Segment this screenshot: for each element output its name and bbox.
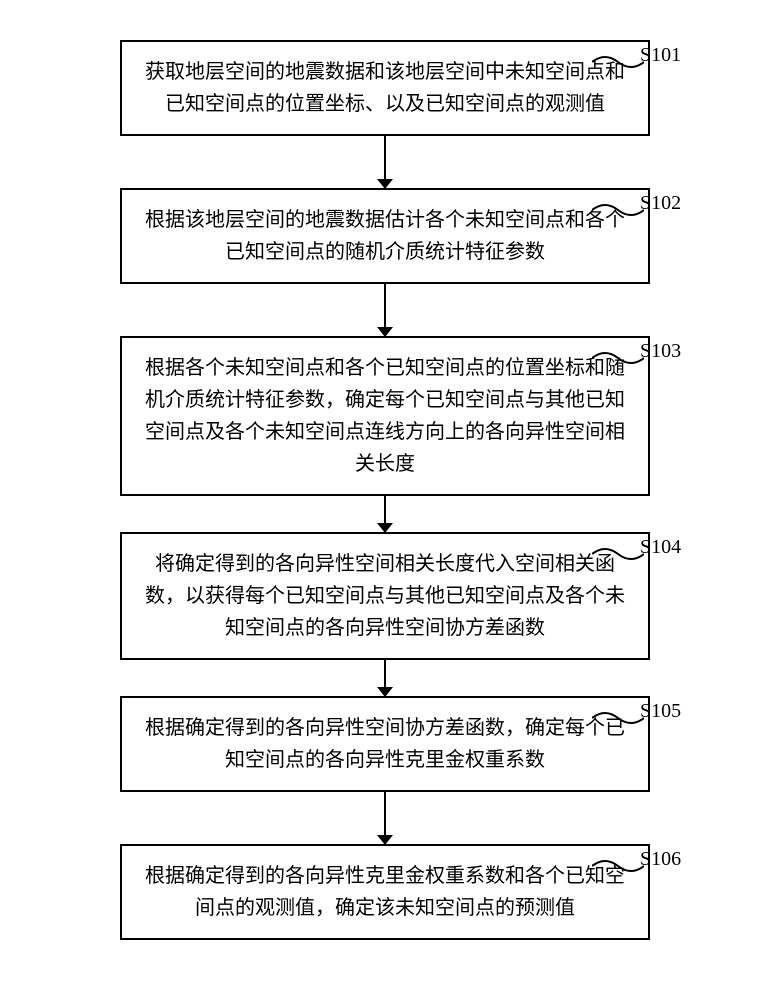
connector bbox=[0, 496, 770, 532]
step-row: 根据各个未知空间点和各个已知空间点的位置坐标和随机介质统计特征参数，确定每个已知… bbox=[0, 336, 770, 496]
step-box-s105: 根据确定得到的各向异性空间协方差函数，确定每个已知空间点的各向异性克里金权重系数 bbox=[120, 696, 650, 792]
step-row: 根据确定得到的各向异性空间协方差函数，确定每个已知空间点的各向异性克里金权重系数… bbox=[0, 696, 770, 792]
connector bbox=[0, 660, 770, 696]
step-box-s101: 获取地层空间的地震数据和该地层空间中未知空间点和已知空间点的位置坐标、以及已知空… bbox=[120, 40, 650, 136]
tilde-connector-icon bbox=[592, 198, 644, 218]
flowchart-container: 获取地层空间的地震数据和该地层空间中未知空间点和已知空间点的位置坐标、以及已知空… bbox=[0, 0, 770, 1000]
tilde-connector-icon bbox=[592, 706, 644, 726]
step-label: S101 bbox=[640, 44, 681, 67]
tilde-connector-icon bbox=[592, 50, 644, 70]
step-box-s102: 根据该地层空间的地震数据估计各个未知空间点和各个已知空间点的随机介质统计特征参数 bbox=[120, 188, 650, 284]
connector bbox=[0, 284, 770, 336]
connector bbox=[0, 136, 770, 188]
step-label: S102 bbox=[640, 192, 681, 215]
step-label: S105 bbox=[640, 700, 681, 723]
step-box-s103: 根据各个未知空间点和各个已知空间点的位置坐标和随机介质统计特征参数，确定每个已知… bbox=[120, 336, 650, 496]
connector bbox=[0, 792, 770, 844]
tilde-connector-icon bbox=[592, 346, 644, 366]
step-label: S106 bbox=[640, 848, 681, 871]
step-row: 根据确定得到的各向异性克里金权重系数和各个已知空间点的观测值，确定该未知空间点的… bbox=[0, 844, 770, 940]
step-row: 根据该地层空间的地震数据估计各个未知空间点和各个已知空间点的随机介质统计特征参数… bbox=[0, 188, 770, 284]
step-row: 获取地层空间的地震数据和该地层空间中未知空间点和已知空间点的位置坐标、以及已知空… bbox=[0, 40, 770, 136]
step-row: 将确定得到的各向异性空间相关长度代入空间相关函数，以获得每个已知空间点与其他已知… bbox=[0, 532, 770, 660]
step-label: S103 bbox=[640, 340, 681, 363]
step-box-s106: 根据确定得到的各向异性克里金权重系数和各个已知空间点的观测值，确定该未知空间点的… bbox=[120, 844, 650, 940]
tilde-connector-icon bbox=[592, 542, 644, 562]
step-label: S104 bbox=[640, 536, 681, 559]
step-box-s104: 将确定得到的各向异性空间相关长度代入空间相关函数，以获得每个已知空间点与其他已知… bbox=[120, 532, 650, 660]
tilde-connector-icon bbox=[592, 854, 644, 874]
